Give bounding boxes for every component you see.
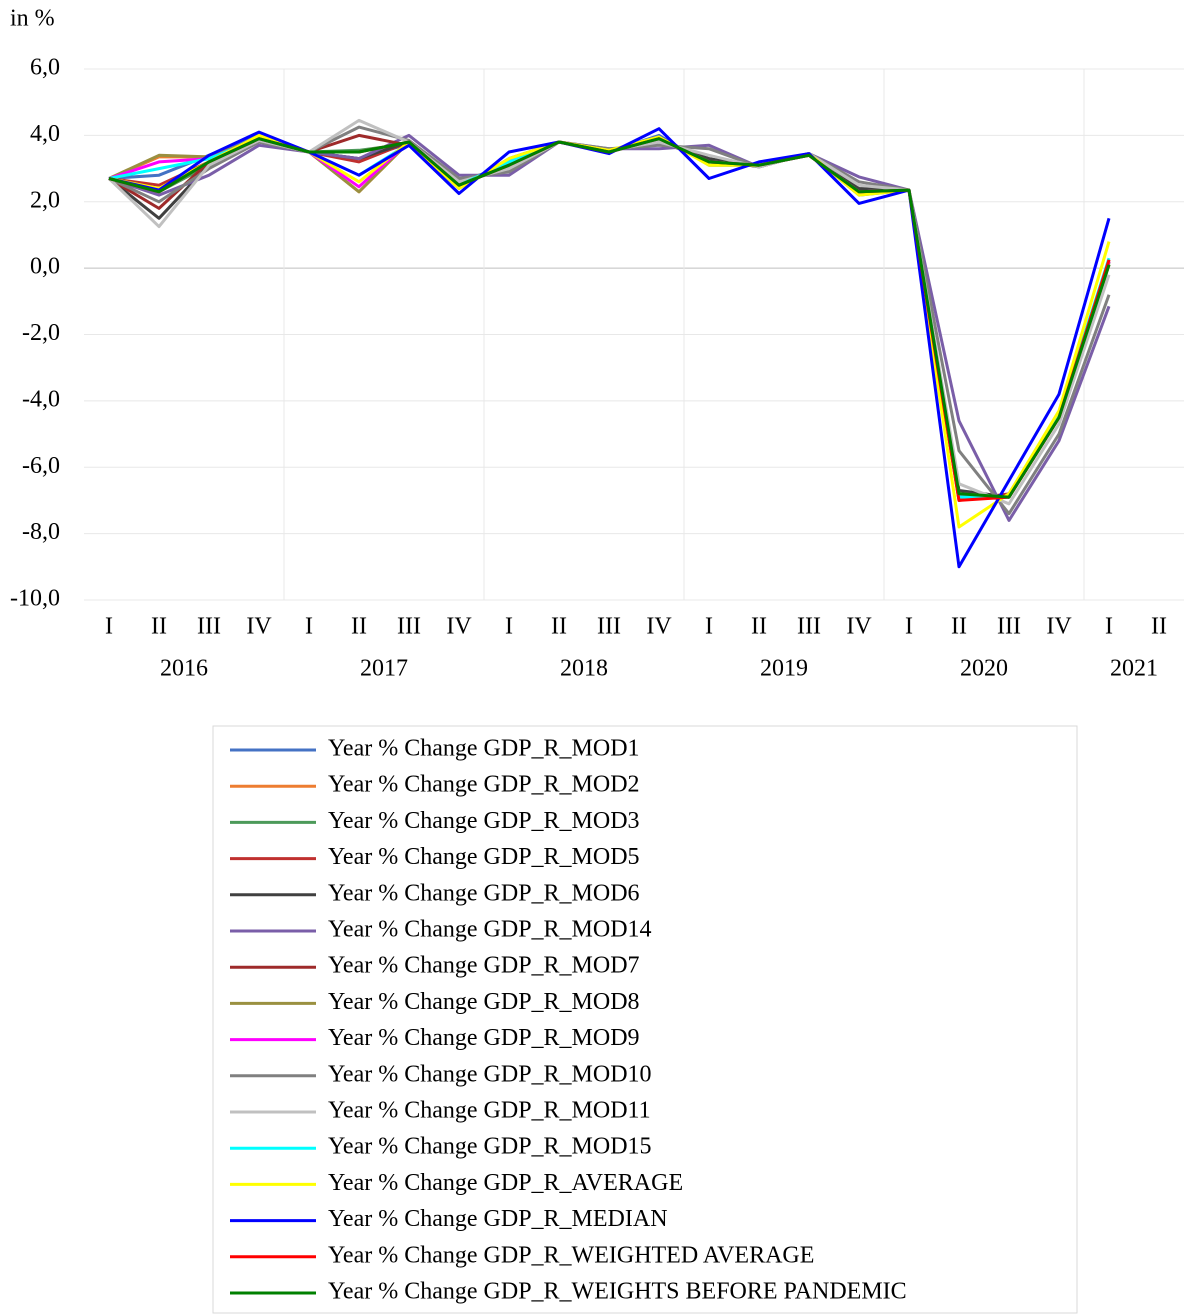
year-label: 2021	[1110, 656, 1158, 682]
legend-label: Year % Change GDP_R_MOD10	[328, 1061, 652, 1087]
legend-label: Year % Change GDP_R_MOD2	[328, 772, 640, 798]
series-line	[108, 133, 1111, 529]
x-tick-label: III	[197, 614, 221, 640]
x-tick-label: I	[1105, 614, 1113, 640]
year-label: 2017	[360, 656, 408, 682]
y-axis-label: in %	[10, 6, 55, 32]
x-tick-label: II	[951, 614, 967, 640]
x-tick-label: IV	[246, 614, 272, 640]
x-tick-label: I	[905, 614, 913, 640]
legend-label: Year % Change GDP_R_MOD5	[328, 844, 640, 870]
legend-label: Year % Change GDP_R_MOD14	[328, 917, 652, 943]
legend-label: Year % Change GDP_R_MOD6	[328, 880, 640, 906]
x-tick-label: II	[351, 614, 367, 640]
series-line	[108, 127, 1111, 569]
year-label: 2020	[960, 656, 1008, 682]
y-tick-label: 6,0	[30, 55, 60, 81]
year-label: 2019	[760, 656, 808, 682]
y-tick-label: -2,0	[22, 320, 60, 346]
y-tick-label: 0,0	[30, 254, 60, 280]
x-tick-label: III	[597, 614, 621, 640]
x-tick-label: I	[305, 614, 313, 640]
x-tick-label: I	[705, 614, 713, 640]
y-tick-label: 2,0	[30, 187, 60, 213]
x-tick-label: III	[397, 614, 421, 640]
year-label: 2016	[160, 656, 208, 682]
series-line	[108, 133, 1111, 522]
legend-box	[212, 725, 1078, 1314]
series-line	[108, 125, 1111, 516]
x-tick-label: IV	[846, 614, 872, 640]
x-tick-label: IV	[446, 614, 472, 640]
legend-label: Year % Change GDP_R_WEIGHTS BEFORE PANDE…	[328, 1279, 907, 1305]
legend-label: Year % Change GDP_R_MOD3	[328, 808, 640, 834]
x-tick-label: III	[797, 614, 821, 640]
x-tick-label: III	[997, 614, 1021, 640]
x-tick-label: IV	[1046, 614, 1072, 640]
x-tick-label: II	[551, 614, 567, 640]
x-tick-label: I	[505, 614, 513, 640]
y-tick-label: -4,0	[22, 386, 60, 412]
legend-label: Year % Change GDP_R_MOD8	[328, 989, 640, 1015]
y-tick-label: 4,0	[30, 121, 60, 147]
legend-label: Year % Change GDP_R_MOD7	[328, 953, 640, 979]
legend-label: Year % Change GDP_R_WEIGHTED AVERAGE	[328, 1242, 814, 1268]
y-tick-label: -10,0	[10, 586, 60, 612]
legend-label: Year % Change GDP_R_MOD11	[328, 1098, 651, 1124]
x-tick-label: II	[1151, 614, 1167, 640]
legend-label: Year % Change GDP_R_MOD9	[328, 1025, 640, 1051]
x-tick-label: I	[105, 614, 113, 640]
series-line	[108, 137, 1111, 499]
legend-label: Year % Change GDP_R_MOD15	[328, 1134, 652, 1160]
y-tick-label: -8,0	[22, 519, 60, 545]
x-tick-label: IV	[646, 614, 672, 640]
year-label: 2018	[560, 656, 608, 682]
x-tick-label: II	[151, 614, 167, 640]
legend-label: Year % Change GDP_R_MEDIAN	[328, 1206, 668, 1232]
y-tick-label: -6,0	[22, 453, 60, 479]
x-tick-label: II	[751, 614, 767, 640]
legend-label: Year % Change GDP_R_AVERAGE	[328, 1170, 683, 1196]
legend-label: Year % Change GDP_R_MOD1	[328, 736, 640, 762]
